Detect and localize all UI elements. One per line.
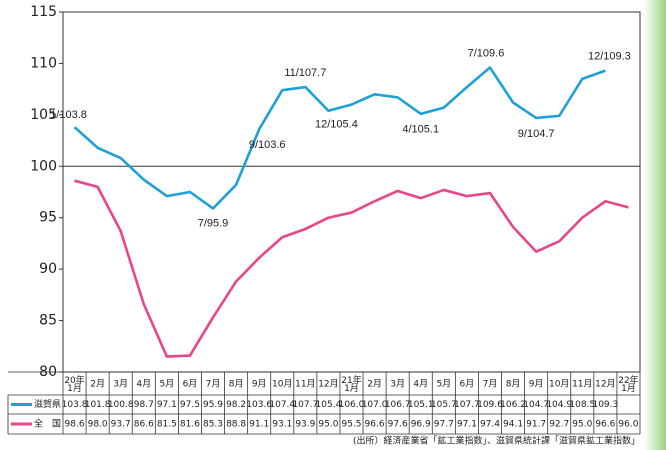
- x-tick-label: 3月: [113, 379, 128, 390]
- annotation: 12/109.3: [588, 51, 631, 63]
- table-value: 106.7: [385, 400, 411, 410]
- table-value: 88.8: [226, 420, 246, 430]
- table-value: 97.6: [388, 420, 408, 430]
- table-value: 97.7: [434, 420, 454, 430]
- x-tick-label: 2月: [367, 379, 382, 390]
- table-value: 94.1: [503, 420, 523, 430]
- table-value: 107.0: [362, 400, 388, 410]
- annotation: 4/105.1: [402, 124, 439, 136]
- x-tick-label: 5月: [159, 379, 174, 390]
- x-tick-label: 8月: [229, 379, 244, 390]
- table-value: 103.8: [62, 400, 88, 410]
- table-value: 97.4: [480, 420, 500, 430]
- table-value: 107.4: [269, 400, 295, 410]
- table-value: 96.6: [595, 420, 615, 430]
- x-tick-label: 7月: [206, 379, 221, 390]
- annotation: 9/104.7: [518, 128, 555, 140]
- y-tick-label: 100: [30, 158, 57, 174]
- table-value: 97.1: [157, 400, 177, 410]
- table-value: 95.0: [318, 420, 338, 430]
- table-value: 93.1: [272, 420, 292, 430]
- table-value: 104.7: [523, 400, 549, 410]
- table-value: 96.6: [365, 420, 385, 430]
- table-value: 95.0: [572, 420, 592, 430]
- table-value: 109.3: [592, 400, 618, 410]
- y-tick-label: 115: [30, 4, 57, 20]
- table-value: 108.5: [569, 400, 595, 410]
- x-tick-label: 9月: [252, 379, 267, 390]
- table-value: 101.8: [85, 400, 111, 410]
- x-tick-label: 4月: [136, 379, 151, 390]
- table-value: 107.7: [454, 400, 480, 410]
- side-decoration: [644, 0, 666, 450]
- annotation: 1/103.8: [50, 109, 87, 121]
- x-tick-label: 9月: [529, 379, 544, 390]
- table-value: 105.1: [408, 400, 434, 410]
- table-value: 91.1: [249, 420, 269, 430]
- table-value: 86.6: [134, 420, 154, 430]
- x-tick-label: 22年 1月: [618, 374, 638, 394]
- source-note: (出所）経済産業省「鉱工業指数」、滋賀県統計課「滋賀県鉱工業指数」: [353, 435, 640, 447]
- annotation: 9/103.6: [249, 139, 286, 151]
- table-value: 98.2: [226, 400, 246, 410]
- y-tick-label: 105: [30, 107, 57, 123]
- table-value: 98.0: [88, 420, 108, 430]
- annotation: 7/109.6: [468, 47, 505, 59]
- table-value: 98.7: [134, 400, 154, 410]
- x-tick-label: 5月: [436, 379, 451, 390]
- table-value: 81.5: [157, 420, 177, 430]
- table-value: 93.9: [295, 420, 315, 430]
- annotation: 11/107.7: [284, 67, 326, 79]
- y-tick-label: 85: [39, 313, 57, 329]
- series-line: [74, 179, 629, 358]
- table-value: 105.7: [431, 400, 457, 410]
- table-value: 109.6: [477, 400, 503, 410]
- x-tick-label: 8月: [506, 379, 521, 390]
- annotation: 12/105.4: [315, 119, 358, 131]
- x-tick-label: 6月: [460, 379, 475, 390]
- x-tick-label: 3月: [390, 379, 405, 390]
- x-tick-label: 11月: [572, 379, 592, 390]
- table-value: 81.6: [180, 420, 200, 430]
- x-tick-label: 12月: [595, 379, 615, 390]
- table-value: 100.8: [108, 400, 134, 410]
- table-value: 97.1: [457, 420, 477, 430]
- y-tick-label: 95: [39, 210, 57, 226]
- table-value: 93.7: [111, 420, 131, 430]
- table-value: 95.5: [341, 420, 361, 430]
- x-tick-label: 2月: [90, 379, 105, 390]
- table-value: 97.5: [180, 400, 200, 410]
- legend-label: 滋賀県: [34, 398, 61, 410]
- x-tick-label: 7月: [483, 379, 498, 390]
- table-value: 92.7: [549, 420, 569, 430]
- x-tick-label: 12月: [318, 379, 338, 390]
- table-value: 85.3: [203, 420, 223, 430]
- x-tick-label: 4月: [413, 379, 428, 390]
- table-value: 98.6: [65, 420, 85, 430]
- x-tick-label: 20年 1月: [64, 374, 84, 394]
- table-value: 96.0: [618, 420, 638, 430]
- table-value: 103.6: [246, 400, 272, 410]
- annotation: 7/95.9: [198, 217, 229, 229]
- table-value: 105.4: [316, 400, 342, 410]
- table-value: 106.0: [339, 400, 365, 410]
- y-tick-label: 90: [39, 261, 57, 277]
- table-value: 107.7: [292, 400, 318, 410]
- legend-label: 全 国: [34, 418, 61, 430]
- table-value: 104.9: [546, 400, 572, 410]
- table-value: 95.9: [203, 400, 223, 410]
- x-tick-label: 10月: [549, 379, 569, 390]
- x-tick-label: 10月: [272, 379, 292, 390]
- table-value: 91.7: [526, 420, 546, 430]
- series-line: [73, 66, 606, 210]
- table-value: 96.9: [411, 420, 431, 430]
- x-tick-label: 11月: [295, 379, 315, 390]
- table-value: 106.2: [500, 400, 526, 410]
- x-tick-label: 6月: [183, 379, 198, 390]
- x-tick-label: 21年 1月: [341, 374, 361, 394]
- y-tick-label: 110: [30, 55, 57, 71]
